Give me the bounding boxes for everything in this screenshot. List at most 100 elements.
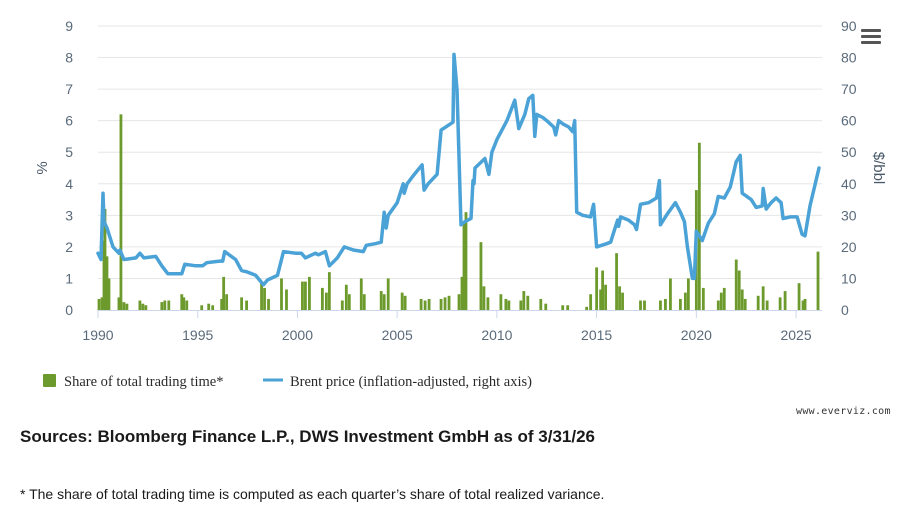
bar bbox=[327, 272, 331, 310]
legend-item-bars[interactable]: Share of total trading time* bbox=[43, 374, 223, 390]
bar bbox=[761, 286, 765, 310]
legend-item-line[interactable]: Brent price (inflation-adjusted, right a… bbox=[263, 374, 532, 390]
bar bbox=[117, 297, 121, 310]
bar bbox=[240, 297, 244, 310]
bar bbox=[482, 286, 486, 310]
bar bbox=[144, 305, 148, 310]
right-tick-label: 0 bbox=[841, 302, 849, 318]
bar bbox=[816, 251, 820, 310]
bar bbox=[678, 298, 682, 310]
bar bbox=[462, 223, 466, 310]
bar bbox=[504, 298, 508, 310]
right-tick-label: 70 bbox=[841, 81, 857, 97]
left-tick-label: 4 bbox=[65, 176, 73, 192]
bar bbox=[180, 294, 184, 310]
bar bbox=[561, 305, 565, 310]
left-tick-label: 3 bbox=[65, 207, 73, 223]
bar bbox=[222, 276, 226, 310]
left-tick-label: 7 bbox=[65, 81, 73, 97]
left-tick-label: 8 bbox=[65, 50, 73, 66]
bar bbox=[160, 302, 164, 310]
bar bbox=[119, 114, 123, 310]
credit-link[interactable]: www.everviz.com bbox=[796, 406, 891, 417]
hamburger-menu-icon[interactable] bbox=[861, 29, 881, 45]
bar bbox=[479, 242, 483, 310]
bar bbox=[403, 295, 407, 310]
bar bbox=[324, 292, 328, 310]
right-tick-label: 60 bbox=[841, 113, 857, 129]
bar bbox=[539, 298, 543, 310]
bar bbox=[207, 303, 211, 310]
bar bbox=[200, 305, 204, 310]
left-tick-label: 9 bbox=[65, 18, 73, 34]
bar bbox=[743, 298, 747, 310]
bar bbox=[740, 289, 744, 310]
right-tick-label: 40 bbox=[841, 176, 857, 192]
bar bbox=[566, 305, 570, 310]
bar bbox=[464, 212, 468, 310]
x-tick-label: 1990 bbox=[82, 327, 113, 343]
bar bbox=[719, 292, 723, 310]
bar bbox=[220, 298, 224, 310]
bar bbox=[683, 292, 687, 310]
x-tick-label: 2000 bbox=[282, 327, 313, 343]
bar bbox=[686, 278, 690, 310]
bar bbox=[320, 287, 324, 310]
bar bbox=[125, 303, 129, 310]
bar bbox=[138, 300, 142, 310]
bar bbox=[585, 306, 589, 310]
bar bbox=[669, 278, 672, 310]
bar bbox=[803, 298, 807, 310]
legend-label-line: Brent price (inflation-adjusted, right a… bbox=[290, 374, 532, 390]
x-tick-label: 2005 bbox=[382, 327, 413, 343]
bar bbox=[100, 297, 104, 310]
bar bbox=[97, 298, 101, 310]
legend-bar-swatch bbox=[43, 374, 56, 387]
bar bbox=[301, 281, 304, 310]
bar bbox=[308, 276, 311, 310]
bar bbox=[260, 281, 263, 310]
left-axis: 0 1 2 3 4 5 6 7 8 9 bbox=[65, 18, 73, 318]
bar bbox=[443, 297, 447, 310]
bar bbox=[486, 297, 490, 310]
left-tick-label: 5 bbox=[65, 144, 73, 160]
right-tick-label: 90 bbox=[841, 18, 857, 34]
bar bbox=[589, 294, 593, 310]
x-tick-label: 1995 bbox=[182, 327, 213, 343]
bar bbox=[423, 300, 427, 310]
bar bbox=[427, 298, 431, 310]
bar bbox=[615, 253, 618, 310]
bar bbox=[595, 267, 599, 310]
sources-note: Sources: Bloomberg Finance L.P., DWS Inv… bbox=[20, 427, 596, 446]
bar bbox=[141, 303, 145, 310]
bar bbox=[639, 300, 642, 310]
bar bbox=[263, 287, 266, 310]
legend-label-bars: Share of total trading time* bbox=[64, 374, 223, 390]
bar bbox=[457, 294, 461, 310]
bar bbox=[460, 276, 464, 310]
right-axis: 0 10 20 30 40 50 60 70 80 90 bbox=[841, 18, 857, 318]
bar bbox=[167, 300, 171, 310]
bar bbox=[107, 278, 111, 310]
bar bbox=[182, 297, 186, 310]
bar bbox=[400, 292, 404, 310]
bar bbox=[621, 292, 624, 310]
left-tick-label: 1 bbox=[65, 270, 73, 286]
footnote: * The share of total trading time is com… bbox=[20, 486, 605, 502]
left-tick-label: 0 bbox=[65, 302, 73, 318]
bar bbox=[737, 270, 741, 310]
bar bbox=[664, 298, 667, 310]
bar bbox=[778, 297, 782, 310]
right-tick-label: 80 bbox=[841, 50, 857, 66]
bar bbox=[734, 259, 738, 310]
bar bbox=[285, 289, 288, 310]
bar bbox=[765, 300, 769, 310]
bar bbox=[163, 300, 167, 310]
x-axis: 1990 1995 2000 2005 2010 2015 2020 2025 bbox=[82, 310, 822, 343]
right-tick-label: 20 bbox=[841, 239, 857, 255]
line-series-brent-price bbox=[96, 52, 821, 287]
bar bbox=[103, 209, 107, 310]
bar bbox=[379, 291, 383, 310]
bar bbox=[447, 295, 451, 310]
bar bbox=[347, 294, 351, 310]
